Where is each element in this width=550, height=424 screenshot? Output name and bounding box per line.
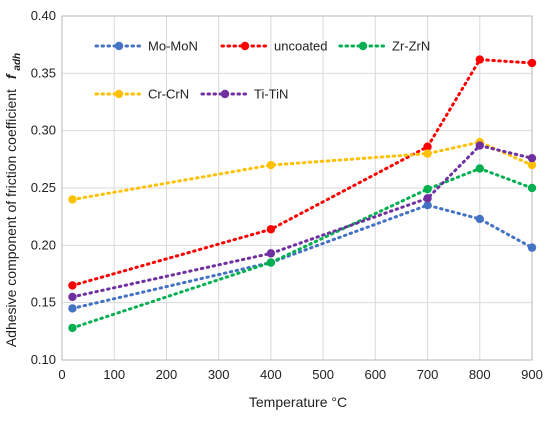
x-tick-label: 0 [58,367,65,382]
legend-item-mo-mon: Mo-MoN [94,39,198,54]
y-tick-label: 0.30 [31,123,56,138]
data-point [423,201,432,210]
data-point [68,323,77,333]
x-tick-label: 700 [417,367,439,382]
tick-labels: 0.10 0.15 0.20 0.25 0.30 0.35 0.40 0 100 200 300 40… [31,8,543,382]
series-ti-tin [68,141,537,302]
data-point [475,55,484,64]
data-point [527,58,537,68]
legend-marker [240,41,250,51]
x-tick-label: 500 [312,367,334,382]
x-tick-label: 900 [521,367,543,382]
data-point [475,214,484,224]
legend-item-ti-tin: Ti-TiN [200,87,288,102]
data-point [423,142,432,151]
legend-item-uncoated: uncoated [220,39,328,54]
x-tick-label: 200 [156,367,178,382]
legend-label: uncoated [274,39,328,54]
x-axis-title: Temperature °C [249,394,347,410]
y-tick-label: 0.25 [31,180,56,195]
y-tick-label: 0.35 [31,65,56,80]
series-group [68,55,537,333]
legend-item-cr-crn: Cr-CrN [94,87,189,102]
series-zr-zrn [68,164,537,333]
data-point [423,194,432,203]
data-point [266,249,276,258]
y-axis-title-symbol: f [3,73,19,79]
data-point [68,195,77,204]
y-axis-title-subscript: adh [12,53,23,71]
series-uncoated [68,55,537,290]
data-point [475,141,484,150]
data-point [527,243,537,252]
y-axis-title: Adhesive component of friction coefficie… [3,53,23,347]
x-tick-label: 800 [469,367,491,382]
legend-label: Mo-MoN [148,39,198,54]
y-tick-label: 0.20 [31,237,56,252]
x-tick-label: 400 [260,367,282,382]
legend-label: Zr-ZrN [392,39,430,54]
data-point [475,164,484,173]
legend-marker [114,89,124,99]
legend-label: Cr-CrN [148,87,189,102]
legend-marker [114,41,124,51]
series-line-zr-zrn [70,166,534,330]
legend-label: Ti-TiN [254,87,288,102]
legend-marker [358,41,368,51]
y-tick-label: 0.10 [31,352,56,367]
x-tick-label: 300 [208,367,230,382]
data-point [527,160,537,170]
x-tick-label: 100 [103,367,125,382]
data-point [527,183,537,193]
data-point [527,153,537,163]
x-tick-label: 600 [364,367,386,382]
data-point [423,184,432,194]
data-point [266,160,276,170]
data-point [266,258,276,267]
grid [61,15,533,361]
y-tick-label: 0.40 [31,8,56,23]
series-line-ti-tin [70,143,534,299]
data-point [266,225,276,234]
legend: Mo-MoN uncoated Zr-ZrN Cr-CrN Ti-TiN [94,39,430,102]
data-point [68,292,77,302]
y-axis-title-text: Adhesive component of friction coefficie… [3,89,19,347]
data-point [423,149,432,158]
legend-item-zr-zrn: Zr-ZrN [338,39,430,54]
y-tick-label: 0.15 [31,295,56,310]
data-point [68,281,77,290]
data-point [68,304,77,313]
legend-marker [220,89,230,99]
series-mo-mon [68,201,537,313]
